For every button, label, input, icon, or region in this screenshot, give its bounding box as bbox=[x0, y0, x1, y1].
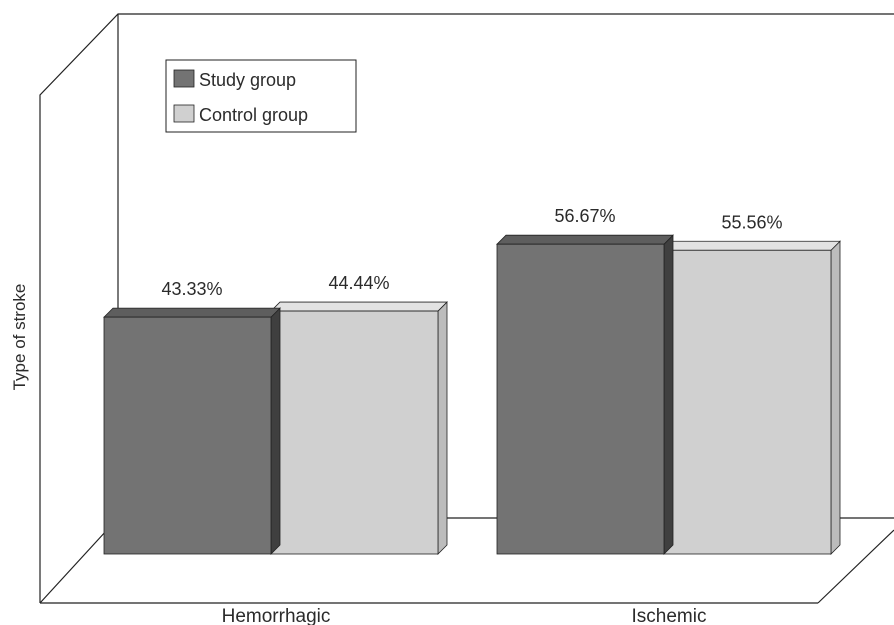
category-labels-layer: Hemorrhagic Ischemic bbox=[222, 606, 707, 625]
legend-label-study-group: Study group bbox=[199, 70, 296, 90]
bar-front-control-group-ischemic bbox=[663, 249, 832, 555]
floor-right-edge bbox=[817, 529, 894, 604]
bar-side-control-group-ischemic bbox=[830, 240, 841, 555]
legend-box bbox=[165, 59, 357, 133]
value-labels-layer: 44.44% 43.33% 55.56% 56.67% bbox=[161, 206, 782, 299]
legend-swatch-control-group bbox=[173, 104, 195, 123]
bar-top-control-group-hemorrhagic bbox=[270, 301, 448, 312]
back-wall-edge bbox=[39, 13, 894, 603]
bar-study-group-ischemic bbox=[496, 234, 674, 555]
legend-swatch-study-group bbox=[173, 69, 195, 88]
bar-side-study-group-hemorrhagic bbox=[270, 307, 281, 555]
bar-front-study-group-ischemic bbox=[496, 243, 665, 555]
bar-front-study-group-hemorrhagic bbox=[103, 316, 272, 555]
bar-control-group-ischemic bbox=[663, 240, 841, 555]
legend: Study group Control group bbox=[165, 59, 357, 133]
value-label-study-group-ischemic: 56.67% bbox=[554, 206, 615, 226]
bar-control-group-hemorrhagic bbox=[270, 301, 448, 555]
bar-side-study-group-ischemic bbox=[663, 234, 674, 555]
bar-study-group-hemorrhagic bbox=[103, 307, 281, 555]
value-label-control-group-ischemic: 55.56% bbox=[721, 212, 782, 232]
category-label-hemorrhagic: Hemorrhagic bbox=[222, 606, 331, 625]
bar-top-control-group-ischemic bbox=[663, 240, 841, 251]
category-label-ischemic: Ischemic bbox=[632, 606, 707, 625]
bar-top-study-group-hemorrhagic bbox=[103, 307, 281, 318]
value-label-control-group-hemorrhagic: 44.44% bbox=[328, 273, 389, 293]
bar-side-control-group-hemorrhagic bbox=[437, 301, 448, 555]
bar-top-study-group-ischemic bbox=[496, 234, 674, 245]
bar-front-control-group-hemorrhagic bbox=[270, 310, 439, 555]
legend-label-control-group: Control group bbox=[199, 105, 308, 125]
value-label-study-group-hemorrhagic: 43.33% bbox=[161, 279, 222, 299]
bars-layer bbox=[103, 234, 841, 555]
y-axis-label: Type of stroke bbox=[10, 284, 29, 391]
